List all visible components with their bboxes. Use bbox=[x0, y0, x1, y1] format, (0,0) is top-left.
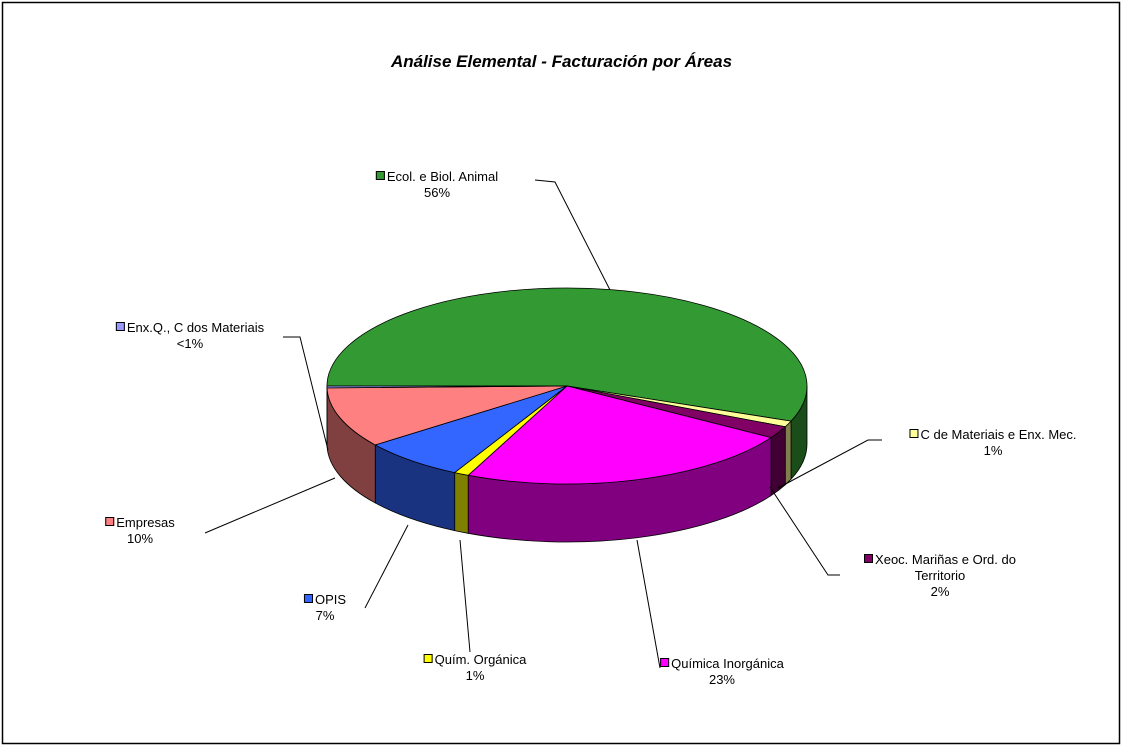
value-label: 10% bbox=[126, 531, 154, 546]
pie-slice-side bbox=[454, 472, 469, 534]
pie-slice bbox=[467, 385, 773, 485]
data-label: OPIS 7% bbox=[303, 592, 347, 624]
pie-slice bbox=[326, 287, 808, 422]
leader-line bbox=[769, 486, 840, 576]
leader-line bbox=[283, 336, 329, 451]
category-label: Química Inorgánica bbox=[671, 656, 784, 671]
leader-line bbox=[534, 179, 611, 291]
category-label: Empresas bbox=[116, 515, 175, 530]
chart-title: Análise Elemental - Facturación por Área… bbox=[390, 52, 733, 71]
value-label: 2% bbox=[930, 584, 950, 599]
leader-line bbox=[204, 477, 336, 534]
leader-line bbox=[636, 539, 661, 669]
data-label: C de Materiais e Enx. Mec. 1% bbox=[909, 427, 1077, 459]
pie-slice bbox=[326, 385, 568, 446]
value-label: 1% bbox=[465, 668, 485, 683]
legend-swatch bbox=[375, 171, 385, 180]
value-label: 56% bbox=[423, 185, 451, 200]
legend-swatch bbox=[303, 594, 313, 603]
legend-swatch bbox=[864, 554, 874, 563]
value-label: 7% bbox=[315, 608, 335, 623]
value-label: 1% bbox=[983, 443, 1003, 458]
value-label: <1% bbox=[176, 336, 204, 351]
data-label: Quím. Orgánica 1% bbox=[423, 652, 527, 684]
legend-swatch bbox=[423, 654, 433, 663]
category-label: Quím. Orgánica bbox=[434, 652, 527, 667]
category-label: Xeoc. Mariñas e Ord. do Territorio bbox=[875, 552, 1016, 583]
category-label: OPIS bbox=[314, 592, 347, 607]
value-label: 23% bbox=[708, 672, 736, 687]
leader-line bbox=[777, 439, 882, 489]
data-label: Xeoc. Mariñas e Ord. do Territorio 2% bbox=[845, 552, 1035, 600]
legend-swatch bbox=[105, 517, 115, 526]
data-label: Química Inorgánica 23% bbox=[660, 656, 784, 688]
data-label: Ecol. e Biol. Animal 56% bbox=[375, 169, 499, 201]
leader-line bbox=[364, 524, 409, 609]
pie-slice-side bbox=[784, 420, 792, 486]
data-label: Enx.Q., C dos Materiais <1% bbox=[115, 320, 265, 352]
category-label: Enx.Q., C dos Materiais bbox=[126, 320, 265, 335]
pie-slice bbox=[374, 385, 568, 474]
legend-swatch bbox=[660, 658, 670, 667]
pie-slice bbox=[326, 385, 568, 389]
legend-swatch bbox=[909, 429, 919, 438]
category-label: C de Materiais e Enx. Mec. bbox=[920, 427, 1077, 442]
category-label: Ecol. e Biol. Animal bbox=[386, 169, 499, 184]
leader-line bbox=[459, 539, 471, 653]
data-label: Empresas 10% bbox=[105, 515, 175, 547]
legend-swatch bbox=[115, 322, 125, 331]
